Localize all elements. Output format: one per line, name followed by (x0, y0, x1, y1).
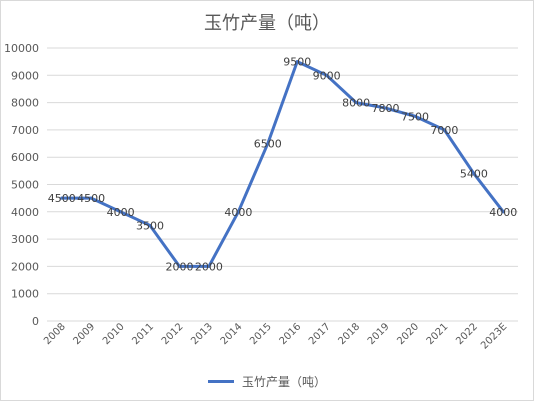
x-tick-label: 2012 (160, 321, 186, 347)
data-label: 4000 (224, 206, 252, 219)
x-tick-label: 2017 (307, 321, 333, 347)
data-label: 8000 (342, 97, 370, 110)
data-point (60, 196, 64, 200)
data-label: 2000 (165, 260, 193, 273)
x-tick-label: 2015 (248, 321, 274, 347)
y-tick-label: 7000 (11, 124, 39, 137)
data-label: 5400 (460, 168, 488, 181)
data-point (384, 106, 388, 110)
y-tick-label: 6000 (11, 151, 39, 164)
y-tick-label: 10000 (4, 42, 39, 55)
data-label: 4500 (48, 192, 76, 205)
data-point (295, 60, 299, 64)
data-point (207, 264, 211, 268)
data-point (413, 114, 417, 118)
x-tick-label: 2010 (101, 321, 127, 347)
data-point (89, 196, 93, 200)
data-label: 3500 (136, 219, 164, 232)
data-point (236, 210, 240, 214)
chart-title: 玉竹产量（吨） (204, 13, 330, 34)
data-point (354, 101, 358, 105)
data-point (266, 142, 270, 146)
y-tick-label: 1000 (11, 288, 39, 301)
legend-swatch (207, 380, 234, 383)
x-tick-label: 2011 (130, 321, 156, 347)
data-label: 9500 (283, 56, 311, 69)
legend-label: 玉竹产量（吨） (241, 375, 326, 389)
x-tick-label: 2019 (366, 321, 392, 347)
y-tick-label: 4000 (11, 206, 39, 219)
data-label: 9000 (313, 69, 341, 82)
data-point (148, 223, 152, 227)
y-tick-label: 5000 (11, 179, 39, 192)
y-tick-label: 0 (32, 315, 39, 328)
data-point (472, 172, 476, 176)
legend: 玉竹产量（吨） (1, 373, 533, 390)
y-tick-label: 9000 (11, 69, 39, 82)
x-tick-label: 2021 (425, 321, 451, 347)
x-tick-label: 2022 (454, 321, 480, 347)
y-tick-label: 8000 (11, 97, 39, 110)
y-tick-label: 2000 (11, 260, 39, 273)
data-label: 7500 (401, 110, 429, 123)
x-tick-label: 2008 (42, 321, 68, 347)
x-tick-label: 2013 (189, 321, 215, 347)
series-line (60, 60, 505, 268)
data-label: 4500 (77, 192, 105, 205)
data-label: 7000 (430, 124, 458, 137)
x-tick-label: 2023E (479, 321, 509, 351)
y-tick-label: 3000 (11, 233, 39, 246)
data-label: 6500 (254, 138, 282, 151)
data-point (501, 210, 505, 214)
x-tick-label: 2009 (72, 321, 98, 347)
x-tick-label: 2016 (278, 321, 304, 347)
data-point (177, 264, 181, 268)
data-label: 4000 (107, 206, 135, 219)
x-tick-label: 2018 (336, 321, 362, 347)
data-label: 2000 (195, 260, 223, 273)
x-tick-label: 2020 (395, 321, 421, 347)
data-label: 7800 (372, 102, 400, 115)
x-tick-label: 2014 (219, 321, 245, 347)
data-point (119, 210, 123, 214)
data-label: 4000 (489, 206, 517, 219)
data-point (325, 73, 329, 77)
data-point (442, 128, 446, 132)
